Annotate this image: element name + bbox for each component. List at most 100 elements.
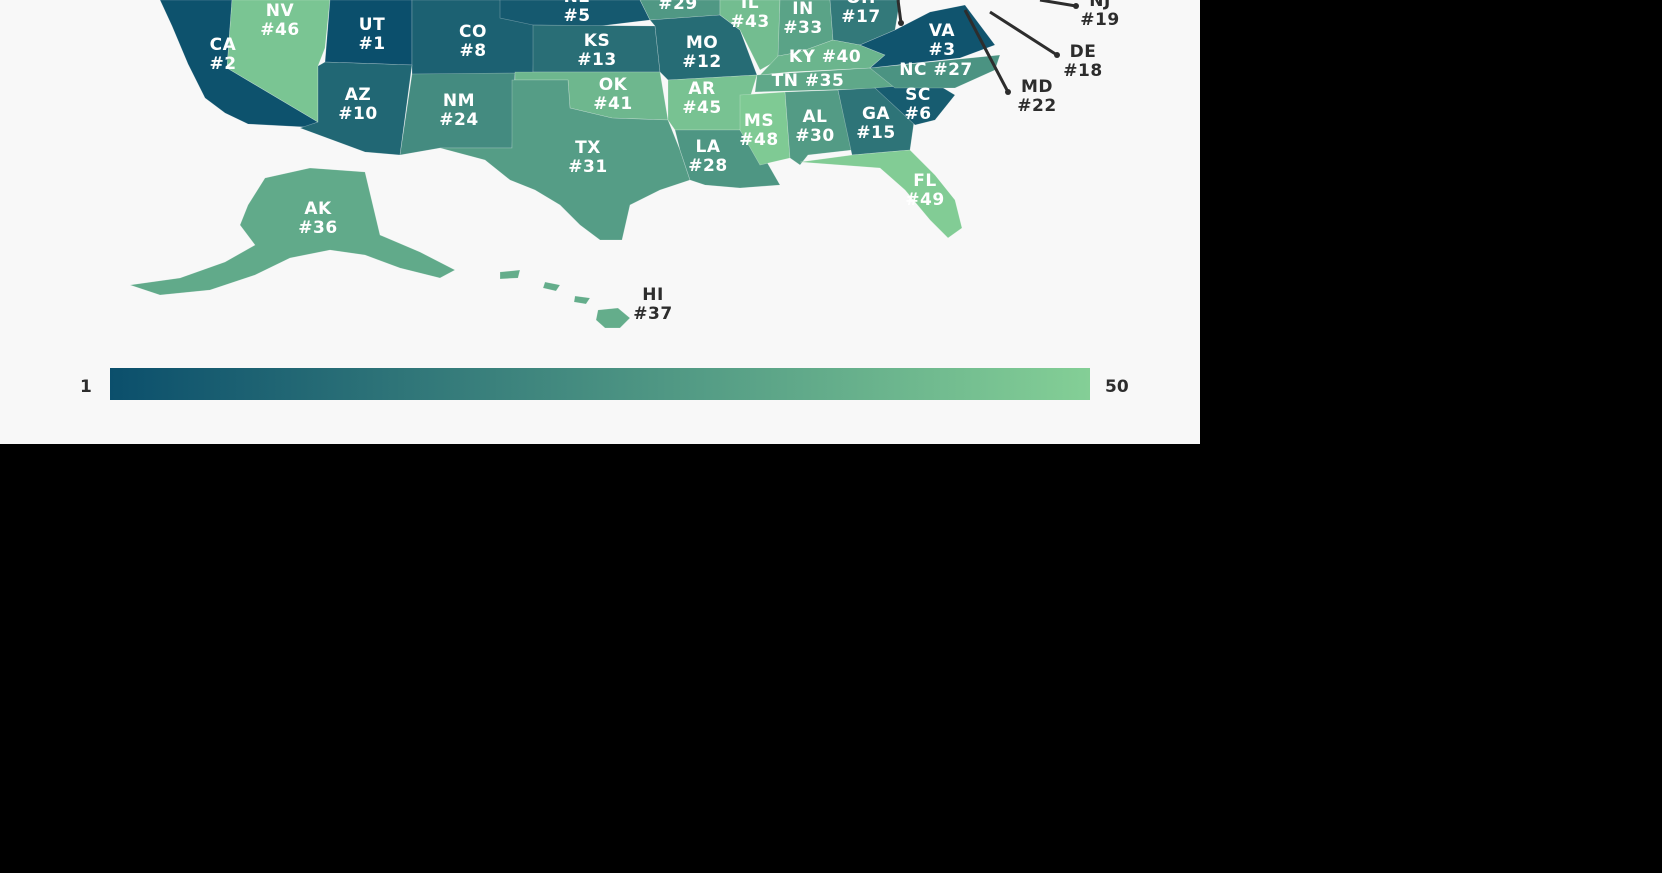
legend-min-label: 1 <box>80 377 92 397</box>
svg-text:NV: NV <box>266 1 295 21</box>
label-hi: HI#37 <box>633 285 672 324</box>
svg-text:#8: #8 <box>459 41 486 61</box>
svg-text:#24: #24 <box>439 110 478 130</box>
label-md: MD#22 <box>1017 77 1056 116</box>
us-state-rank-map: CA#2 NV#46 UT#1 CO#8 AZ#10 NM#24 NE#5 KS… <box>80 0 1129 400</box>
label-ky: KY #40 <box>789 47 861 67</box>
state-fl <box>799 149 963 239</box>
svg-text:CA: CA <box>210 35 237 55</box>
svg-text:KY #40: KY #40 <box>789 47 861 67</box>
svg-text:AK: AK <box>304 199 332 219</box>
label-al: AL#30 <box>795 107 834 146</box>
svg-text:HI: HI <box>642 285 664 305</box>
label-ak: AK#36 <box>298 199 337 238</box>
svg-text:OK: OK <box>599 75 628 95</box>
svg-text:LA: LA <box>696 137 721 157</box>
label-co: CO#8 <box>459 22 487 61</box>
svg-text:#31: #31 <box>568 157 607 177</box>
label-la: LA#28 <box>688 137 727 176</box>
label-ks: KS#13 <box>577 31 616 70</box>
svg-text:MO: MO <box>686 33 718 53</box>
state-hi-islands <box>499 269 591 305</box>
svg-text:IL: IL <box>741 0 759 13</box>
label-va: VA#3 <box>928 21 955 60</box>
label-nj: NJ#19 <box>1080 0 1119 30</box>
label-ne: NE#5 <box>563 0 590 26</box>
label-ar: AR#45 <box>682 79 721 118</box>
svg-text:OH: OH <box>846 0 876 8</box>
label-ms: MS#48 <box>739 111 778 150</box>
state-ak <box>129 167 456 296</box>
svg-text:KS: KS <box>584 31 610 51</box>
label-in: IN#33 <box>783 0 822 38</box>
label-ga: GA#15 <box>856 104 895 143</box>
svg-text:#3: #3 <box>928 40 955 60</box>
state-ms <box>739 91 791 166</box>
svg-text:#12: #12 <box>682 52 721 72</box>
svg-text:MS: MS <box>744 111 774 131</box>
svg-text:AL: AL <box>803 107 828 127</box>
svg-text:IN: IN <box>792 0 814 19</box>
svg-text:AZ: AZ <box>345 85 371 105</box>
svg-text:#1: #1 <box>358 34 385 54</box>
svg-text:#13: #13 <box>577 50 616 70</box>
svg-text:NJ: NJ <box>1089 0 1111 11</box>
state-il <box>719 0 781 71</box>
state-hi <box>595 307 631 329</box>
svg-text:#46: #46 <box>260 20 299 40</box>
svg-text:FL: FL <box>913 171 936 191</box>
label-ia: #29 <box>658 0 697 14</box>
svg-text:CO: CO <box>459 22 487 42</box>
svg-text:#19: #19 <box>1080 10 1119 30</box>
svg-text:#30: #30 <box>795 126 834 146</box>
color-legend: 1 50 <box>80 368 1129 400</box>
svg-text:#5: #5 <box>563 6 590 26</box>
svg-text:#18: #18 <box>1063 61 1102 81</box>
svg-text:#2: #2 <box>209 54 236 74</box>
svg-text:#48: #48 <box>739 130 778 150</box>
label-nc: NC #27 <box>899 60 973 80</box>
svg-text:GA: GA <box>862 104 890 124</box>
label-nm: NM#24 <box>439 91 478 130</box>
svg-text:MD: MD <box>1021 77 1053 97</box>
svg-text:#45: #45 <box>682 98 721 118</box>
svg-text:SC: SC <box>905 85 931 105</box>
svg-text:#15: #15 <box>856 123 895 143</box>
label-sc: SC#6 <box>904 85 931 124</box>
svg-text:#29: #29 <box>658 0 697 14</box>
svg-text:NM: NM <box>443 91 475 111</box>
svg-text:#49: #49 <box>905 190 944 210</box>
svg-text:VA: VA <box>929 21 956 41</box>
svg-text:#17: #17 <box>841 7 880 27</box>
svg-text:#22: #22 <box>1017 96 1056 116</box>
svg-text:TN #35: TN #35 <box>772 71 845 91</box>
label-ut: UT#1 <box>358 15 385 54</box>
svg-text:#33: #33 <box>783 18 822 38</box>
svg-text:DE: DE <box>1070 42 1097 62</box>
svg-text:#37: #37 <box>633 304 672 324</box>
svg-text:AR: AR <box>688 79 715 99</box>
label-de: DE#18 <box>1063 42 1102 81</box>
svg-text:#41: #41 <box>593 94 632 114</box>
state-va <box>859 4 996 69</box>
svg-text:NE: NE <box>564 0 591 7</box>
leader-lines <box>896 0 1079 95</box>
svg-text:#10: #10 <box>338 104 377 124</box>
label-ca: CA#2 <box>209 35 236 74</box>
svg-text:#6: #6 <box>904 104 931 124</box>
label-ok: OK#41 <box>593 75 632 114</box>
label-tx: TX#31 <box>568 138 607 177</box>
label-nv: NV#46 <box>260 1 299 40</box>
svg-text:TX: TX <box>575 138 601 158</box>
label-il: IL#43 <box>730 0 769 32</box>
svg-text:#28: #28 <box>688 156 727 176</box>
label-tn: TN #35 <box>772 71 845 91</box>
state-az <box>299 61 413 156</box>
state-tx <box>439 79 691 241</box>
svg-text:NC #27: NC #27 <box>899 60 973 80</box>
label-mo: MO#12 <box>682 33 721 72</box>
map-panel: CA#2 NV#46 UT#1 CO#8 AZ#10 NM#24 NE#5 KS… <box>0 0 1200 444</box>
label-az: AZ#10 <box>338 85 377 124</box>
legend-max-label: 50 <box>1105 377 1129 397</box>
svg-text:#43: #43 <box>730 12 769 32</box>
